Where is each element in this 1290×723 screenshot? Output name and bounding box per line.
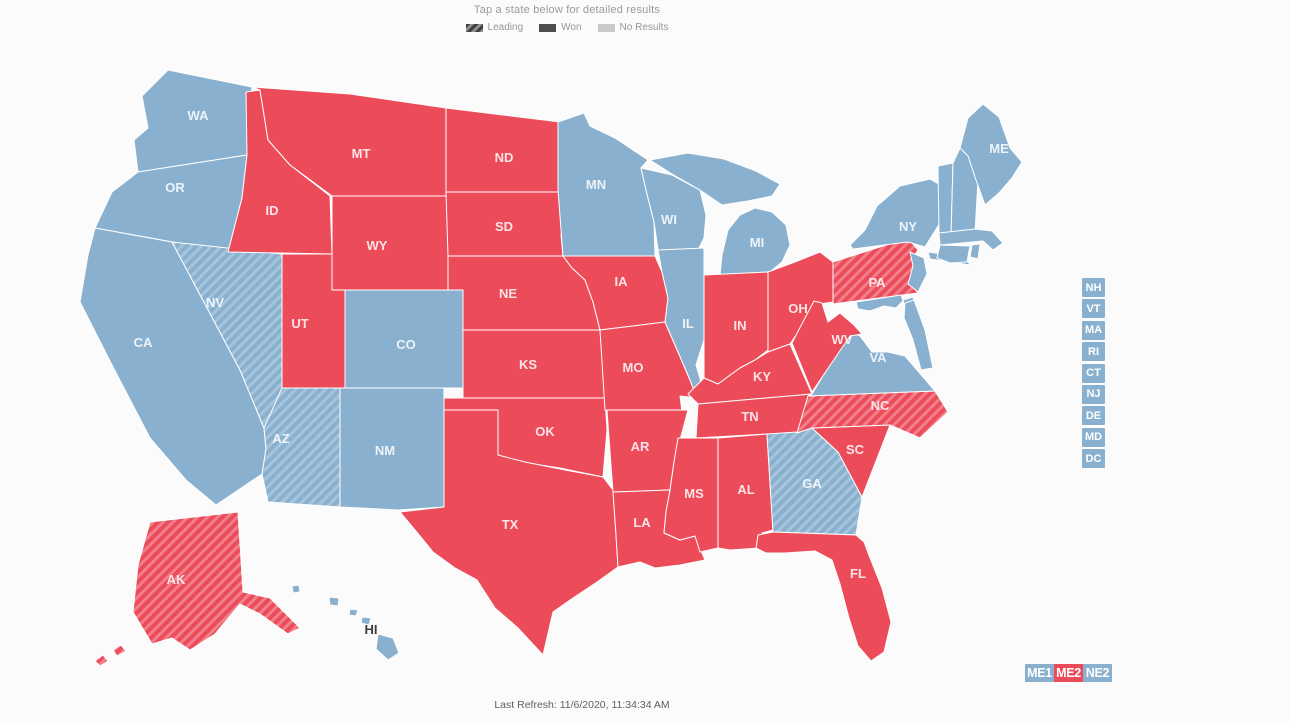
state-wy[interactable] [331, 195, 449, 291]
state-ak[interactable] [94, 511, 301, 667]
state-md[interactable] [855, 294, 934, 371]
state-co[interactable] [344, 289, 464, 389]
state-mi[interactable] [649, 152, 791, 276]
legend-swatch-won [539, 23, 557, 32]
state-wv[interactable] [791, 300, 863, 393]
state-ri[interactable] [969, 243, 981, 260]
state-nm[interactable] [339, 387, 445, 511]
district-badges-row: ME1 ME2 NE2 [1025, 664, 1112, 682]
small-state-badge-ma[interactable]: MA [1082, 320, 1105, 340]
small-state-badge-vt[interactable]: VT [1082, 299, 1105, 319]
state-fl[interactable] [755, 531, 892, 662]
legend-label: No Results [619, 22, 669, 33]
district-badge-me1[interactable]: ME1 [1025, 664, 1054, 682]
last-refresh-text: Last Refresh: 11/6/2020, 11:34:34 AM [494, 699, 670, 711]
state-az[interactable] [261, 387, 341, 508]
state-nd[interactable] [445, 107, 563, 193]
state-me[interactable] [959, 103, 1023, 206]
state-ks[interactable] [462, 329, 606, 399]
small-state-badge-nj[interactable]: NJ [1082, 384, 1105, 404]
state-tx[interactable] [399, 409, 619, 656]
small-state-badge-dc[interactable]: DC [1082, 449, 1105, 469]
state-ma[interactable] [938, 228, 1004, 251]
legend-item-leading: Leading [465, 22, 524, 33]
state-mn[interactable] [557, 112, 656, 257]
state-hi[interactable] [291, 584, 400, 661]
map-instruction-text: Tap a state below for detailed results [473, 4, 661, 16]
state-pa[interactable] [832, 237, 919, 305]
legend-swatch-leading [465, 23, 483, 32]
state-nc[interactable] [796, 390, 949, 439]
small-state-badge-ri[interactable]: RI [1082, 342, 1105, 362]
district-badge-me2[interactable]: ME2 [1054, 664, 1083, 682]
state-vt[interactable] [937, 162, 954, 237]
legend-item-no-results: No Results [597, 22, 669, 33]
state-ct[interactable] [936, 244, 971, 264]
legend-label: Leading [487, 22, 524, 33]
district-badge-ne2[interactable]: NE2 [1083, 664, 1112, 682]
state-al[interactable] [717, 433, 774, 551]
legend-item-won: Won [539, 22, 582, 33]
state-nj[interactable] [907, 251, 928, 293]
small-state-badge-md[interactable]: MD [1082, 427, 1105, 447]
state-sd[interactable] [445, 191, 567, 257]
small-state-badge-nh[interactable]: NH [1082, 278, 1105, 297]
small-state-badge-ct[interactable]: CT [1082, 363, 1105, 383]
states-layer [79, 69, 1023, 667]
results-legend: Leading Won No Results [0, 22, 1134, 33]
legend-label: Won [561, 22, 582, 33]
legend-swatch-none [597, 23, 615, 32]
small-states-column: NH VT MA RI CT NJ DE MD DC [1082, 278, 1105, 471]
small-state-badge-de[interactable]: DE [1082, 406, 1105, 426]
map-header: Tap a state below for detailed results L… [0, 4, 1134, 33]
